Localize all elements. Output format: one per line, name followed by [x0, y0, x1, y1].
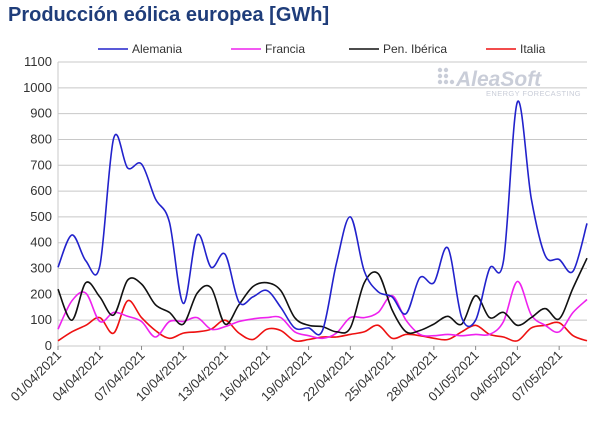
y-tick-label: 0	[45, 338, 52, 353]
y-axis: 0 100 200 300 400 500 600 700 800 900 1000 1100	[23, 54, 52, 353]
watermark-tagline: ENERGY FORECASTING	[486, 89, 581, 98]
legend-label: Pen. Ibérica	[383, 42, 447, 56]
legend: Alemania Francia Pen. Ibérica Italia	[98, 42, 546, 56]
legend-label: Francia	[265, 42, 305, 56]
y-tick-label: 700	[30, 157, 52, 172]
y-tick-label: 500	[30, 209, 52, 224]
aleasoft-logo: AleaSoft ENERGY FORECASTING	[437, 67, 581, 98]
series-line-alemania	[57, 100, 588, 336]
watermark-name: AleaSoft	[455, 68, 542, 91]
series-line-francia	[57, 280, 588, 340]
aleasoft-logo-icon	[437, 67, 455, 85]
legend-label: Alemania	[132, 42, 182, 56]
y-tick-label: 600	[30, 183, 52, 198]
chart-title: Producción eólica europea [GWh]	[8, 4, 330, 26]
grid	[57, 61, 587, 347]
y-tick-label: 300	[30, 261, 52, 276]
y-tick-label: 400	[30, 235, 52, 250]
series-line-pen-ib-rica	[57, 257, 588, 335]
y-tick-label: 800	[30, 131, 52, 146]
y-tick-label: 900	[30, 106, 52, 121]
legend-label: Italia	[520, 42, 546, 56]
y-tick-label: 200	[30, 286, 52, 301]
x-axis: 01/04/202104/04/202107/04/202110/04/2021…	[7, 346, 565, 404]
y-tick-label: 100	[30, 312, 52, 327]
y-tick-label: 1100	[24, 54, 52, 69]
series-lines	[57, 100, 588, 343]
y-tick-label: 1000	[23, 80, 52, 95]
series-line-italia	[57, 299, 588, 343]
